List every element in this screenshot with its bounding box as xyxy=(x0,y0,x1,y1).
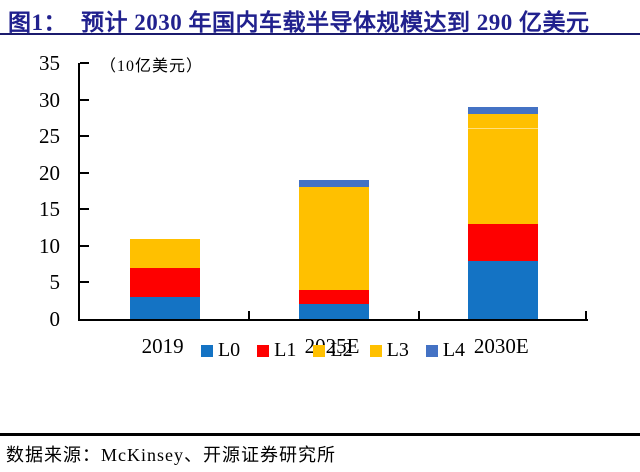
legend-label-l0: L0 xyxy=(217,339,241,361)
bar-segment-l0-2030e xyxy=(468,260,539,319)
figure-title: 图1： 预计 2030 年国内车载半导体规模达到 290 亿美元 xyxy=(8,3,638,37)
y-axis-tick-label: 30 xyxy=(39,87,60,112)
y-axis-tick-mark xyxy=(80,208,89,211)
y-axis-tick-label: 10 xyxy=(39,233,60,258)
y-axis-unit-label: （10亿美元） xyxy=(100,58,204,75)
title-underline xyxy=(0,33,640,35)
bar-segment-l4-2025e xyxy=(299,180,369,188)
y-axis-tick-mark xyxy=(80,171,89,174)
bar-segment-l1-2019 xyxy=(129,267,200,298)
legend-swatch-l4 xyxy=(425,344,438,357)
y-axis-tick-mark xyxy=(80,281,89,284)
x-axis-tick-mark xyxy=(585,311,587,319)
y-axis-tick-mark xyxy=(80,135,89,138)
legend-swatch-l0 xyxy=(200,344,213,357)
y-axis-tick-label: 15 xyxy=(39,197,60,222)
y-axis-tick-mark xyxy=(80,98,89,101)
y-axis-tick-label: 25 xyxy=(39,124,60,149)
y-axis-tick-label: 35 xyxy=(39,51,60,75)
x-axis-tick-mark xyxy=(418,311,420,319)
footer-rule xyxy=(0,433,640,436)
y-axis-tick-label: 5 xyxy=(49,270,61,295)
y-axis-tick-label: 0 xyxy=(49,307,61,331)
data-source-text: 数据来源：McKinsey、开源证券研究所 xyxy=(6,445,336,465)
figure-title-text: 预计 2030 年国内车载半导体规模达到 290 亿美元 xyxy=(81,10,590,35)
y-axis-tick-mark xyxy=(80,62,89,64)
y-axis-tick-label: 20 xyxy=(39,160,60,185)
bar-segment-l1-2030e xyxy=(468,223,539,261)
legend-item-l4: L4 xyxy=(425,339,466,362)
legend-label-l2: L2 xyxy=(330,339,353,361)
bar-segment-l3-2030e xyxy=(468,114,539,129)
x-axis-category-label: 2019 xyxy=(141,334,184,358)
legend-swatch-l1 xyxy=(257,344,270,357)
bar-segment-l2-2025e xyxy=(299,187,369,290)
x-axis-category-label: 2030E xyxy=(473,334,529,358)
bar-segment-l2-2030e xyxy=(468,128,539,224)
bar-segment-l0-2025e xyxy=(299,304,369,319)
legend-item-l1: L1 xyxy=(257,339,296,362)
legend-item-l3: L3 xyxy=(369,339,409,362)
y-axis-tick-mark xyxy=(80,244,89,247)
legend-label-l3: L3 xyxy=(386,339,409,361)
legend-swatch-l2 xyxy=(313,344,326,357)
bar-segment-l1-2025e xyxy=(299,289,369,305)
figure-title-prefix: 图1： xyxy=(8,10,67,35)
plot-area xyxy=(78,62,588,321)
x-axis-tick-mark xyxy=(248,311,250,319)
bar-segment-l2-2019 xyxy=(129,238,200,268)
legend-item-l2: L2 xyxy=(313,339,353,362)
legend-swatch-l3 xyxy=(369,344,382,357)
stacked-bar-chart: （10亿美元） 0 5 10 15 20 25 30 35 2019 2025E 2030E xyxy=(0,44,640,374)
legend-item-l0: L0 xyxy=(200,339,241,362)
chart-legend: L0 L1 L2 L3 L4 xyxy=(78,339,588,362)
legend-label-l1: L1 xyxy=(274,339,297,361)
bar-segment-l4-2030e xyxy=(468,106,539,115)
bar-segment-l0-2019 xyxy=(129,297,200,319)
legend-label-l4: L4 xyxy=(442,339,466,361)
